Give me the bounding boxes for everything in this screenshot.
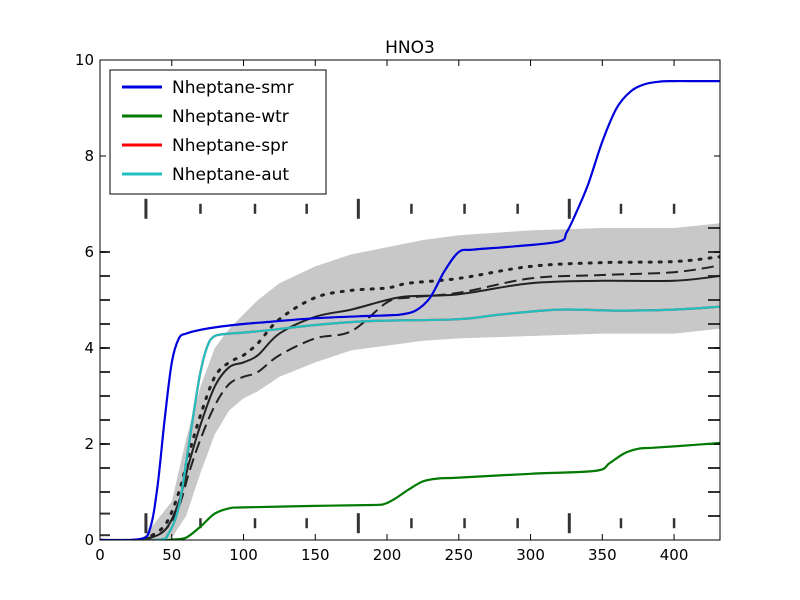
x-tick-label: 250	[444, 546, 473, 564]
reference-line-solid	[142, 275, 720, 540]
legend-label: Nheptane-smr	[172, 78, 294, 98]
series-line-nheptane-wtr	[100, 441, 720, 540]
x-tick-label: 100	[229, 546, 258, 564]
legend-label: Nheptane-aut	[172, 165, 289, 185]
legend-items: Nheptane-smr Nheptane-wtr Nheptane-spr Nhep…	[122, 78, 294, 185]
y-tick-label: 2	[84, 435, 94, 453]
y-tick-label: 4	[84, 339, 94, 357]
x-tick-label: 350	[588, 546, 617, 564]
y-tick-label: 6	[84, 243, 94, 261]
x-tick-label: 300	[516, 546, 545, 564]
x-tick-label: 50	[162, 546, 181, 564]
reference-band-layer	[143, 223, 720, 540]
x-tick-label: 200	[373, 546, 402, 564]
legend-label: Nheptane-wtr	[172, 107, 289, 127]
reference-line-dotted	[141, 255, 720, 540]
series-line-nheptane-aut	[100, 305, 720, 540]
axis-layer: 0 50 100 150 200 250 300 350 400 0 2 4 6 8 10	[75, 51, 720, 564]
y-tick-label: 10	[75, 51, 94, 69]
x-tick-label: 150	[301, 546, 330, 564]
x-tick-label: 0	[95, 546, 105, 564]
y-tick-label: 0	[84, 531, 94, 549]
plot-frame	[99, 59, 721, 541]
series-line-nheptane-smr	[100, 79, 720, 540]
legend-label: Nheptane-spr	[172, 136, 288, 156]
reference-band	[143, 223, 720, 540]
reference-lines-layer	[141, 255, 720, 540]
legend: Nheptane-smr Nheptane-wtr Nheptane-spr Nhep…	[109, 69, 327, 195]
series-layer	[100, 79, 720, 540]
chart-title: HNO3	[385, 38, 435, 58]
x-tick-label: 400	[660, 546, 689, 564]
y-tick-label: 8	[84, 147, 94, 165]
